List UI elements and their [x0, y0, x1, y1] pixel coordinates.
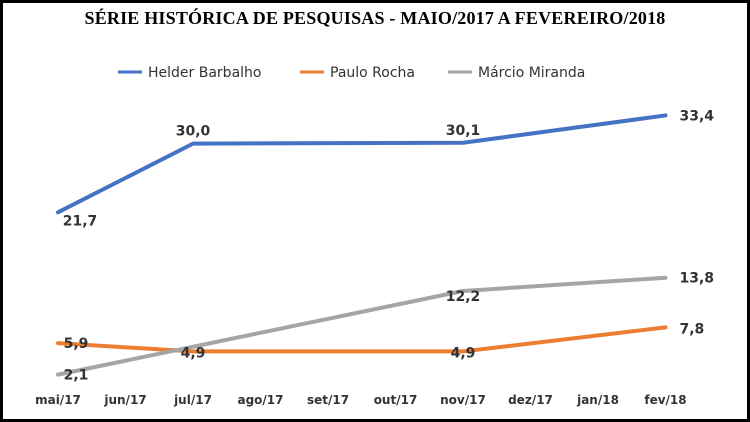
- x-tick-label: fev/18: [644, 393, 686, 407]
- data-label: 33,4: [680, 108, 715, 124]
- data-label: 30,0: [176, 124, 211, 140]
- data-label: 13,8: [680, 271, 715, 287]
- x-tick-label: nov/17: [440, 393, 486, 407]
- legend-entry: Helder Barbalho: [148, 65, 261, 81]
- series-line: [56, 325, 668, 354]
- legend-entry: Paulo Rocha: [330, 65, 415, 81]
- x-tick-label: mai/17: [35, 393, 81, 407]
- x-tick-label: out/17: [374, 393, 418, 407]
- x-tick-label: dez/17: [508, 393, 553, 407]
- data-label: 2,1: [64, 368, 89, 384]
- series-lines: [56, 113, 668, 377]
- x-tick-label: jan/18: [576, 393, 619, 407]
- data-label: 30,1: [446, 123, 481, 139]
- x-axis-ticks: mai/17 jun/17 jul/17 ago/17 set/17 out/17 nov/…: [35, 393, 687, 407]
- x-tick-label: jul/17: [173, 393, 212, 407]
- chart-title: SÉRIE HISTÓRICA DE PESQUISAS - MAIO/2017…: [84, 8, 666, 28]
- x-tick-label: jun/17: [103, 393, 146, 407]
- x-tick-label: set/17: [307, 393, 349, 407]
- data-label: 7,8: [680, 321, 705, 337]
- data-label: 4,9: [451, 345, 476, 361]
- data-label: 12,2: [446, 289, 481, 305]
- legend: Helder Barbalho Paulo Rocha Márcio Miranda: [118, 65, 585, 81]
- legend-entry: Márcio Miranda: [478, 65, 585, 81]
- data-label: 5,9: [64, 336, 89, 352]
- series-line: [56, 275, 668, 377]
- data-label: 21,7: [63, 213, 98, 229]
- series-line: [56, 113, 668, 215]
- data-labels: 21,7 30,0 30,1 33,4 5,9 4,9 4,9 7,8 2,1 12,2 13,8: [63, 108, 715, 383]
- data-label: 4,9: [181, 345, 206, 361]
- x-tick-label: ago/17: [237, 393, 283, 407]
